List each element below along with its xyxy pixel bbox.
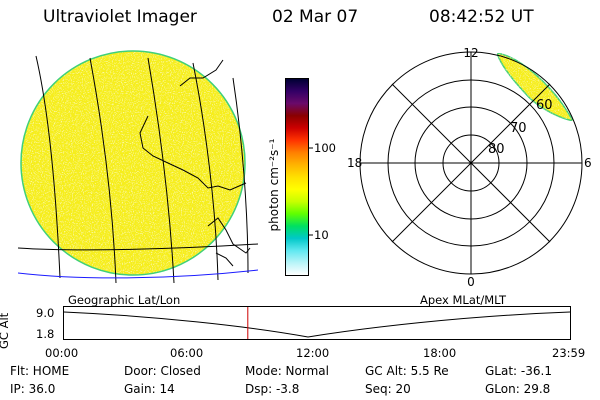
mlt-label-6: 6 bbox=[584, 156, 592, 170]
status-glat: GLat: -36.1 bbox=[485, 364, 552, 378]
uv-emission-disk bbox=[20, 50, 246, 276]
latitude-grid-lines bbox=[18, 243, 258, 279]
status-seq: Seq: 20 bbox=[365, 382, 411, 396]
observation-time: 08:42:52 UT bbox=[429, 7, 534, 27]
polar-mlat-mlt-panel: 12 18 6 0 60 70 80 bbox=[347, 46, 592, 289]
polar-grid bbox=[359, 51, 583, 275]
colorbar-ticks bbox=[308, 147, 313, 236]
status-flt: Flt: HOME bbox=[10, 364, 70, 378]
altitude-timeline-plot bbox=[63, 306, 571, 340]
mlt-label-0: 0 bbox=[467, 275, 475, 289]
observation-date: 02 Mar 07 bbox=[272, 7, 359, 27]
status-gain: Gain: 14 bbox=[124, 382, 175, 396]
time-tick-0000: 00:00 bbox=[45, 346, 79, 360]
timeline-frame bbox=[63, 306, 571, 340]
time-tick-2359: 23:59 bbox=[552, 346, 586, 360]
geographic-image-panel bbox=[18, 50, 258, 284]
colorbar-gradient bbox=[286, 79, 308, 275]
apex-panel-title: Apex MLat/MLT bbox=[420, 293, 507, 307]
altitude-curve bbox=[63, 311, 571, 338]
time-tick-0600: 06:00 bbox=[170, 346, 204, 360]
mlt-label-18: 18 bbox=[347, 156, 362, 170]
colorbar-tick-100: 100 bbox=[314, 141, 336, 155]
mlt-label-12: 12 bbox=[463, 46, 478, 60]
colorbar-tick-10: 10 bbox=[314, 228, 329, 242]
instrument-title: Ultraviolet Imager bbox=[43, 7, 197, 27]
coastline bbox=[139, 59, 251, 267]
polar-emission-region bbox=[495, 52, 575, 123]
geographic-panel-title: Geographic Lat/Lon bbox=[68, 293, 181, 307]
gc-alt-tick-max: 9.0 bbox=[36, 306, 55, 320]
status-ip: IP: 36.0 bbox=[10, 382, 56, 396]
mlat-label-60: 60 bbox=[536, 98, 553, 113]
status-mode: Mode: Normal bbox=[245, 364, 329, 378]
status-door: Door: Closed bbox=[124, 364, 201, 378]
status-gc-alt: GC Alt: 5.5 Re bbox=[365, 364, 449, 378]
mlat-label-80: 80 bbox=[488, 142, 505, 157]
colorbar bbox=[285, 78, 309, 276]
time-tick-1800: 18:00 bbox=[423, 346, 457, 360]
time-tick-1200: 12:00 bbox=[296, 346, 330, 360]
mlat-label-70: 70 bbox=[510, 121, 527, 136]
colorbar-unit-label: photon cm⁻²s⁻¹ bbox=[267, 138, 281, 232]
status-glon: GLon: 29.8 bbox=[485, 382, 551, 396]
gc-alt-tick-min: 1.8 bbox=[36, 327, 55, 341]
status-dsp: Dsp: -3.8 bbox=[245, 382, 300, 396]
gc-alt-axis-label: GC Alt bbox=[0, 312, 11, 349]
